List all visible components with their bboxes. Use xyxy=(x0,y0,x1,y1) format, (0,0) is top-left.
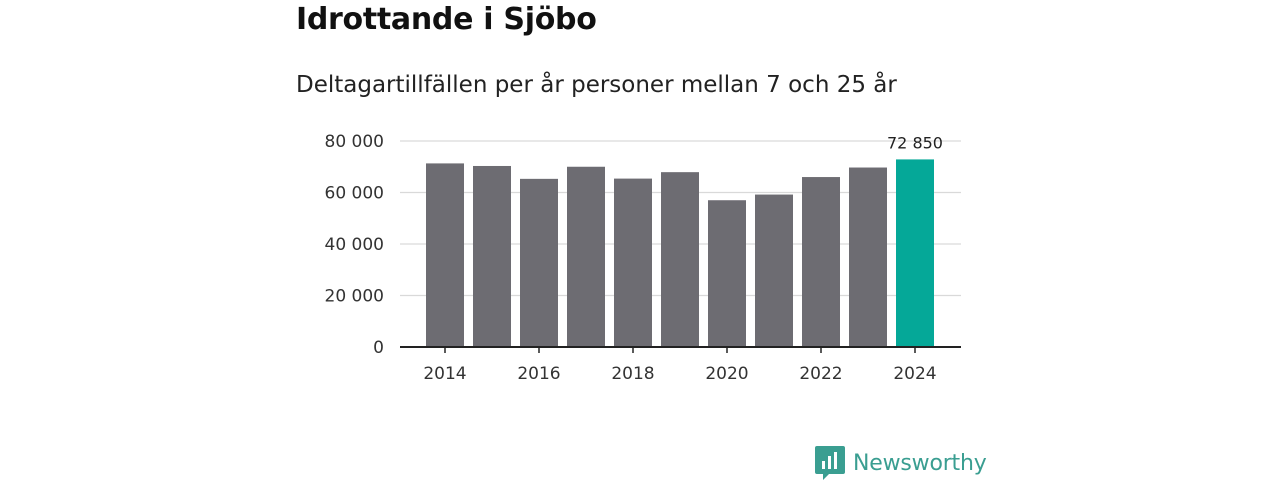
x-tick-label: 2024 xyxy=(893,364,936,384)
newsworthy-logo-text: Newsworthy xyxy=(853,450,987,476)
bar xyxy=(708,200,746,347)
bar xyxy=(567,166,605,347)
y-tick-label: 20 000 xyxy=(325,287,384,307)
data-label: 72 850 xyxy=(887,133,943,152)
bar xyxy=(614,178,652,347)
x-tick-label: 2022 xyxy=(799,364,842,384)
chart-title: Idrottande i Sjöbo xyxy=(296,2,597,37)
y-tick-label: 80 000 xyxy=(325,132,384,152)
bar xyxy=(520,178,558,347)
newsworthy-logo-icon xyxy=(815,446,845,480)
bar xyxy=(473,165,511,347)
newsworthy-logo[interactable]: Newsworthy xyxy=(815,446,987,480)
x-tick-label: 2020 xyxy=(705,364,748,384)
chart-subtitle: Deltagartillfällen per år personer mella… xyxy=(296,72,897,98)
bar xyxy=(661,172,699,347)
bar xyxy=(849,167,887,347)
x-tick-label: 2016 xyxy=(517,364,560,384)
bar xyxy=(802,177,840,347)
y-tick-label: 60 000 xyxy=(325,184,384,204)
x-tick-label: 2014 xyxy=(423,364,466,384)
y-tick-label: 0 xyxy=(373,338,384,358)
x-tick-label: 2018 xyxy=(611,364,654,384)
bar xyxy=(755,194,793,347)
y-tick-label: 40 000 xyxy=(325,235,384,255)
bar xyxy=(426,163,464,347)
bar-highlight xyxy=(896,159,934,347)
